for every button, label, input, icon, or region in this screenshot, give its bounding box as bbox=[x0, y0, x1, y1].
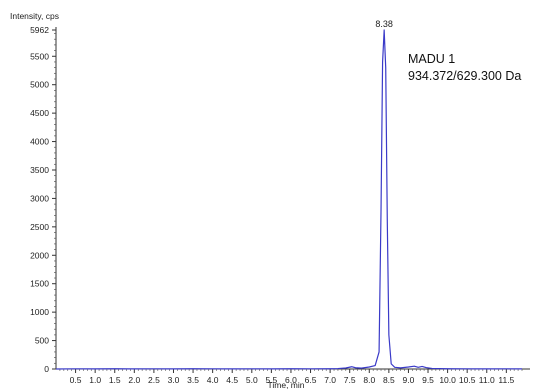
x-tick-label: 3.5 bbox=[187, 375, 199, 385]
peak-retention-label: 8.38 bbox=[375, 19, 393, 29]
x-tick-label: 1.0 bbox=[89, 375, 101, 385]
x-tick-label: 8.5 bbox=[383, 375, 395, 385]
y-tick-label: 5500 bbox=[30, 51, 49, 61]
x-tick-label: 2.5 bbox=[148, 375, 160, 385]
y-tick-label: 3000 bbox=[30, 193, 49, 203]
y-tick-label: 4000 bbox=[30, 137, 49, 147]
x-tick-label: 5.5 bbox=[265, 375, 277, 385]
x-tick-label: 9.0 bbox=[403, 375, 415, 385]
x-tick-label: 3.0 bbox=[168, 375, 180, 385]
x-tick-label: 2.0 bbox=[128, 375, 140, 385]
y-tick-label: 5000 bbox=[30, 80, 49, 90]
x-tick-label: 7.5 bbox=[344, 375, 356, 385]
y-tick-label: 2500 bbox=[30, 222, 49, 232]
x-axis-label: Time, min bbox=[268, 380, 305, 390]
y-tick-label: 0 bbox=[44, 364, 49, 374]
x-tick-label: 4.5 bbox=[226, 375, 238, 385]
y-tick-label: 1000 bbox=[30, 307, 49, 317]
y-axis-label: Intensity, cps bbox=[10, 11, 59, 21]
mrm-transition-label: 934.372/629.300 Da bbox=[408, 69, 521, 83]
x-tick-label: 5.0 bbox=[246, 375, 258, 385]
x-tick-label: 10.5 bbox=[459, 375, 476, 385]
y-tick-label: 500 bbox=[35, 336, 49, 346]
x-tick-label: 8.0 bbox=[363, 375, 375, 385]
chromatogram-trace bbox=[55, 29, 523, 370]
y-tick-label: 3500 bbox=[30, 165, 49, 175]
x-tick-label: 4.0 bbox=[207, 375, 219, 385]
trace-name-label: MADU 1 bbox=[408, 52, 455, 66]
x-tick-label: 0.5 bbox=[70, 375, 82, 385]
y-tick-label: 4500 bbox=[30, 108, 49, 118]
y-tick-label: 2000 bbox=[30, 250, 49, 260]
x-tick-label: 10.0 bbox=[439, 375, 456, 385]
x-tick-label: 11.5 bbox=[498, 375, 514, 385]
x-tick-label: 11.0 bbox=[479, 375, 495, 385]
y-tick-label: 5962 bbox=[30, 25, 49, 35]
x-tick-label: 6.0 bbox=[285, 375, 297, 385]
x-tick-label: 1.5 bbox=[109, 375, 121, 385]
x-tick-label: 6.5 bbox=[305, 375, 317, 385]
x-tick-label: 7.0 bbox=[324, 375, 336, 385]
y-tick-label: 1500 bbox=[30, 279, 49, 289]
x-tick-label: 9.5 bbox=[422, 375, 434, 385]
